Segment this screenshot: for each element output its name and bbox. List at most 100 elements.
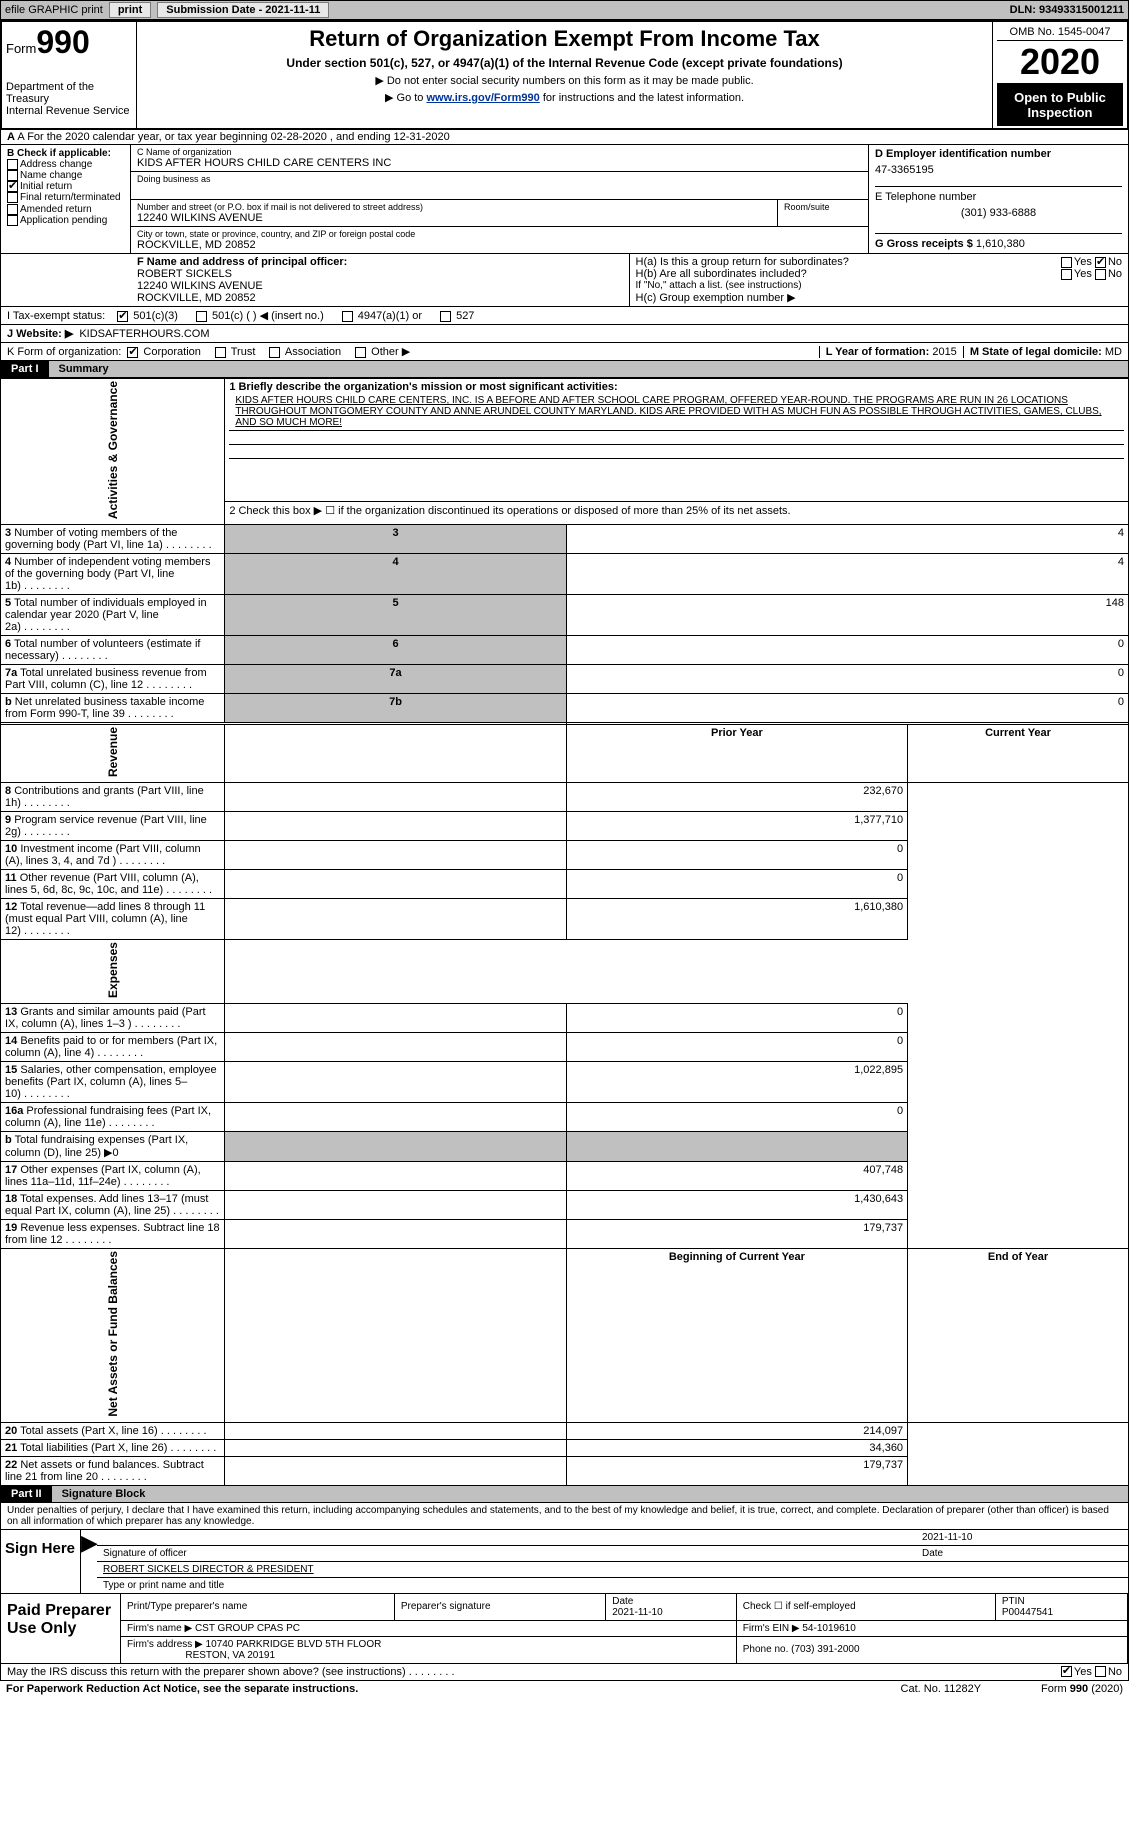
prep-h2: Date2021-11-10	[606, 1594, 737, 1621]
row-j: J Website: ▶KIDSAFTERHOURS.COM	[0, 325, 1129, 343]
officer-print: ROBERT SICKELS DIRECTOR & PRESIDENT	[103, 1564, 314, 1575]
prep-h3: Check ☐ if self-employed	[736, 1594, 995, 1621]
org-block: B Check if applicable: Address changeNam…	[0, 145, 1129, 254]
line2: 2 Check this box ▶ ☐ if the organization…	[225, 502, 1129, 525]
discuss-no[interactable]	[1095, 1666, 1106, 1677]
date-lbl: Date	[922, 1548, 1122, 1559]
side-exp: Expenses	[106, 942, 120, 998]
side-bal: Net Assets or Fund Balances	[106, 1251, 120, 1417]
org-name-lbl: C Name of organization	[137, 147, 862, 157]
sig-lbl: Signature of officer	[103, 1548, 922, 1559]
note-link: ▶ Go to www.irs.gov/Form990 for instruct…	[145, 91, 984, 104]
prev-hdr: Prior Year	[711, 727, 763, 739]
part2-hdr: Part II	[1, 1486, 52, 1502]
bal-prev-hdr: Beginning of Current Year	[669, 1251, 805, 1263]
print-button[interactable]: print	[109, 2, 151, 18]
form-header: Form990 Department of the Treasury Inter…	[0, 20, 1129, 130]
omb: OMB No. 1545-0047	[997, 24, 1123, 41]
footer: For Paperwork Reduction Act Notice, see …	[0, 1681, 1129, 1697]
box-b-opt[interactable]: Final return/terminated	[7, 192, 124, 203]
firm-name: CST GROUP CPAS PC	[195, 1623, 300, 1634]
row-i: I Tax-exempt status: 501(c)(3) 501(c) ( …	[0, 307, 1129, 325]
city: ROCKVILLE, MD 20852	[137, 239, 862, 251]
h-bnote: If "No," attach a list. (see instruction…	[636, 280, 1123, 291]
dept: Department of the Treasury	[6, 81, 132, 105]
firm-addr2: RESTON, VA 20191	[185, 1650, 275, 1661]
sign-block: Sign Here ▶ 2021-11-10 Signature of offi…	[0, 1530, 1129, 1594]
preparer-block: Paid Preparer Use Only Print/Type prepar…	[0, 1594, 1129, 1664]
irs-link[interactable]: www.irs.gov/Form990	[426, 92, 539, 104]
addr: 12240 WILKINS AVENUE	[137, 212, 771, 224]
prep-h0: Print/Type preparer's name	[121, 1594, 394, 1621]
tax-status-opt[interactable]: 501(c)(3)	[117, 310, 178, 322]
org-form-opt[interactable]: Corporation	[127, 346, 201, 358]
prep-h1: Preparer's signature	[394, 1594, 605, 1621]
prep-side: Paid Preparer Use Only	[1, 1594, 121, 1663]
side-gov: Activities & Governance	[106, 381, 120, 519]
h-a: H(a) Is this a group return for subordin…	[636, 256, 1123, 268]
ein: 47-3365195	[875, 164, 1122, 176]
irs: Internal Revenue Service	[6, 105, 132, 117]
prep-h4: PTINP00447541	[995, 1594, 1127, 1621]
tel: (301) 933-6888	[875, 207, 1122, 219]
box-b-hdr: B Check if applicable:	[7, 148, 111, 159]
officer-name: ROBERT SICKELS	[137, 268, 232, 280]
row-fh: F Name and address of principal officer:…	[0, 254, 1129, 307]
org-name: KIDS AFTER HOURS CHILD CARE CENTERS INC	[137, 157, 862, 169]
box-b-opt[interactable]: Application pending	[7, 215, 124, 226]
tax-year: 2020	[997, 41, 1123, 84]
dln: DLN: 93493315001211	[1010, 4, 1124, 16]
mission: KIDS AFTER HOURS CHILD CARE CENTERS, INC…	[229, 393, 1124, 431]
note-ssn: ▶ Do not enter social security numbers o…	[145, 74, 984, 87]
box-b-opt[interactable]: Name change	[7, 170, 124, 181]
website: KIDSAFTERHOURS.COM	[79, 328, 209, 340]
tax-status-opt[interactable]: 527	[440, 310, 474, 322]
dba-lbl: Doing business as	[137, 174, 862, 184]
discuss-row: May the IRS discuss this return with the…	[0, 1664, 1129, 1681]
side-rev: Revenue	[106, 727, 120, 777]
part2-bar: Part II Signature Block	[0, 1486, 1129, 1503]
ein-lbl: D Employer identification number	[875, 148, 1051, 160]
sign-date: 2021-11-10	[922, 1532, 1122, 1543]
mission-lbl: 1 Briefly describe the organization's mi…	[229, 381, 617, 393]
officer-addr2: ROCKVILLE, MD 20852	[137, 292, 256, 304]
subtitle: Under section 501(c), 527, or 4947(a)(1)…	[145, 56, 984, 70]
summary-table: Activities & Governance 1 Briefly descri…	[0, 378, 1129, 1486]
print-lbl: Type or print name and title	[103, 1580, 224, 1591]
discuss-yes[interactable]	[1061, 1666, 1072, 1677]
addr-lbl: Number and street (or P.O. box if mail i…	[137, 202, 771, 212]
firm-phone: (703) 391-2000	[791, 1644, 859, 1655]
part1-title: Summary	[49, 361, 1128, 377]
form-title: Return of Organization Exempt From Incom…	[145, 26, 984, 52]
org-form-opt[interactable]: Trust	[215, 346, 256, 358]
gross-lbl: G Gross receipts $	[875, 238, 976, 250]
box-b-opt[interactable]: Amended return	[7, 204, 124, 215]
h-b: H(b) Are all subordinates included? Yes …	[636, 268, 1123, 280]
part1-bar: Part I Summary	[0, 361, 1129, 378]
h-c: H(c) Group exemption number ▶	[636, 291, 1123, 304]
form-number: Form990	[6, 24, 132, 61]
row-a: A A For the 2020 calendar year, or tax y…	[0, 130, 1129, 145]
tel-lbl: E Telephone number	[875, 191, 976, 203]
declaration: Under penalties of perjury, I declare th…	[0, 1503, 1129, 1530]
org-form-opt[interactable]: Association	[269, 346, 341, 358]
topbar: efile GRAPHIC print print Submission Dat…	[0, 0, 1129, 20]
part2-title: Signature Block	[52, 1486, 1128, 1502]
open-to-public: Open to Public Inspection	[997, 84, 1123, 126]
officer-lbl: F Name and address of principal officer:	[137, 256, 347, 268]
box-b-opt[interactable]: Address change	[7, 159, 124, 170]
cur-hdr: Current Year	[985, 727, 1051, 739]
efile-label: efile GRAPHIC print	[5, 4, 103, 16]
box-b-opt[interactable]: Initial return	[7, 181, 124, 192]
city-lbl: City or town, state or province, country…	[137, 229, 862, 239]
firm-addr1: 10740 PARKRIDGE BLVD 5TH FLOOR	[206, 1639, 382, 1650]
bal-cur-hdr: End of Year	[988, 1251, 1048, 1263]
room-lbl: Room/suite	[784, 202, 862, 212]
sign-here: Sign Here	[1, 1530, 81, 1593]
firm-ein: 54-1019610	[802, 1623, 855, 1634]
tax-status-opt[interactable]: 4947(a)(1) or	[342, 310, 422, 322]
org-form-opt[interactable]: Other ▶	[355, 346, 410, 358]
tax-status-opt[interactable]: 501(c) ( ) ◀ (insert no.)	[196, 310, 324, 322]
gross: 1,610,380	[976, 238, 1025, 250]
row-kl: K Form of organization: Corporation Trus…	[0, 343, 1129, 361]
